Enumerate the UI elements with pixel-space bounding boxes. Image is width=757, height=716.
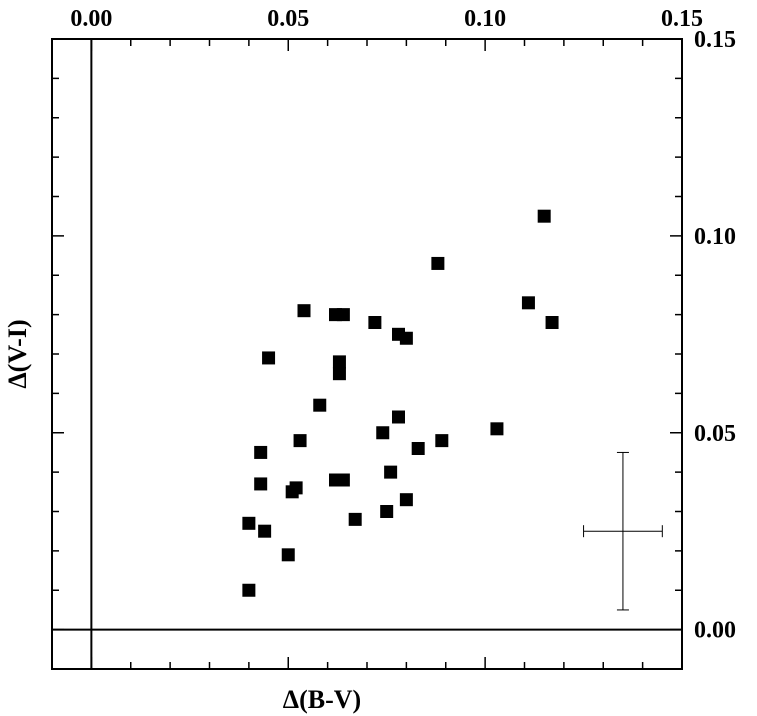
data-point (281, 548, 295, 562)
y-tick-label: 0.10 (694, 224, 736, 250)
data-point (399, 331, 413, 345)
y-tick-label: 0.00 (694, 618, 736, 644)
data-point (313, 398, 327, 412)
data-point (368, 316, 382, 329)
data-point (431, 256, 445, 270)
y-tick-labels: 0.00 0.05 0.10 0.15 (694, 27, 736, 644)
y-tick-label: 0.05 (694, 421, 736, 447)
x-tick-labels: 0.00 0.05 0.10 0.15 (70, 6, 703, 32)
data-point (254, 445, 268, 459)
data-point (392, 410, 405, 424)
data-point (490, 422, 504, 436)
reference-lines (52, 39, 682, 669)
data-point (384, 465, 398, 479)
data-point (521, 296, 535, 310)
data-point (297, 304, 311, 318)
major-ticks (52, 39, 682, 669)
data-point (537, 209, 551, 223)
data-point (348, 512, 362, 526)
data-point (289, 481, 303, 495)
data-point (380, 505, 394, 518)
x-tick-label: 0.10 (464, 6, 506, 32)
data-point (336, 473, 350, 487)
data-point (336, 308, 350, 322)
data-point (376, 426, 390, 440)
x-axis-label: Δ(B-V) (283, 685, 361, 714)
data-point (254, 477, 268, 491)
data-markers (242, 209, 559, 597)
data-point (411, 442, 425, 455)
minor-ticks (52, 39, 682, 669)
plot-frame (51, 38, 683, 670)
y-axis-label: Δ(V-I) (3, 319, 32, 388)
x-tick-label: 0.15 (661, 6, 703, 32)
data-point (545, 316, 559, 329)
data-point (258, 524, 272, 538)
y-tick-label: 0.15 (694, 27, 736, 53)
error-bar (583, 451, 663, 611)
data-point (293, 434, 307, 448)
data-point (332, 355, 346, 369)
data-point (262, 351, 276, 365)
data-point (435, 434, 449, 448)
data-point (242, 583, 256, 597)
x-tick-label: 0.05 (267, 6, 309, 32)
data-point (399, 493, 413, 507)
data-point (242, 516, 256, 530)
data-point (332, 367, 346, 381)
x-tick-label: 0.00 (70, 6, 112, 32)
